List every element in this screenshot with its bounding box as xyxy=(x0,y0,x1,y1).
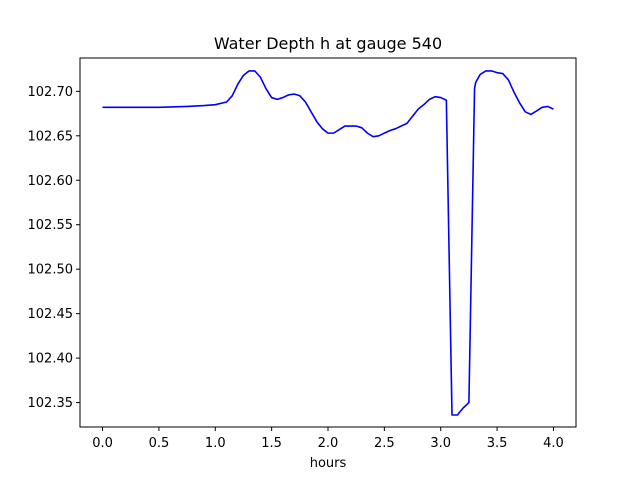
x-tick-label: 3.0 xyxy=(430,436,451,451)
x-tick-label: 0.0 xyxy=(92,436,113,451)
x-axis: 0.0 0.5 1.0 1.5 2.0 2.5 3.0 3.5 4.0 xyxy=(92,427,564,451)
y-tick-label: 102.35 xyxy=(28,396,74,411)
x-tick-label: 2.5 xyxy=(374,436,395,451)
y-axis: 102.35 102.40 102.45 102.50 102.55 102.60 102.… xyxy=(28,85,80,411)
chart-title: Water Depth h at gauge 540 xyxy=(214,34,442,53)
plot-frame xyxy=(79,57,577,428)
x-tick-label: 3.5 xyxy=(487,436,508,451)
x-axis-label: hours xyxy=(310,456,347,471)
y-tick-label: 102.55 xyxy=(28,218,74,233)
y-tick-label: 102.70 xyxy=(28,85,74,100)
series-line-0 xyxy=(102,70,554,416)
x-tick-label: 0.5 xyxy=(149,436,170,451)
y-tick-label: 102.45 xyxy=(28,307,74,322)
x-tick-label: 4.0 xyxy=(543,436,564,451)
y-tick-label: 102.40 xyxy=(28,352,74,367)
y-tick-label: 102.65 xyxy=(28,129,74,144)
y-tick-label: 102.50 xyxy=(28,263,74,278)
x-tick-label: 2.0 xyxy=(318,436,339,451)
y-tick-label: 102.60 xyxy=(28,174,74,189)
x-tick-label: 1.0 xyxy=(205,436,226,451)
x-tick-label: 1.5 xyxy=(261,436,282,451)
